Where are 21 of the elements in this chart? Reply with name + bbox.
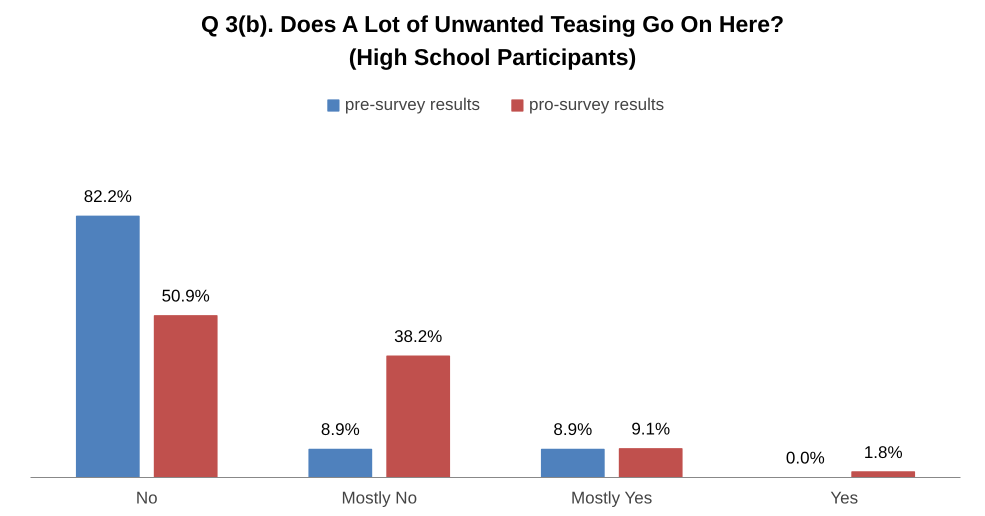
- x-tick-label: Mostly Yes: [570, 488, 652, 508]
- x-tick-label: Yes: [830, 488, 858, 508]
- data-label: 9.1%: [631, 419, 670, 438]
- bar: [540, 448, 605, 478]
- bar: [308, 448, 372, 478]
- bar: [154, 314, 218, 478]
- bar: [386, 355, 450, 478]
- bar: [618, 448, 683, 478]
- legend-label: pre-survey results: [344, 94, 480, 115]
- data-label: 8.9%: [320, 420, 360, 439]
- bar: [76, 215, 140, 478]
- data-label: 0.0%: [786, 448, 825, 468]
- data-label: 38.2%: [394, 326, 442, 346]
- chart-title: Q 3(b). Does A Lot of Unwanted Teasing Go On Here? (High School Participants): [200, 10, 784, 72]
- data-label: 82.2%: [84, 186, 132, 206]
- x-tick-label: No: [136, 488, 158, 508]
- legend-label: pro-survey results: [529, 94, 664, 115]
- data-label: 1.8%: [864, 442, 903, 462]
- data-label: 50.9%: [162, 286, 210, 306]
- x-tick-label: Mostly No: [341, 488, 418, 508]
- data-label: 8.9%: [553, 420, 592, 439]
